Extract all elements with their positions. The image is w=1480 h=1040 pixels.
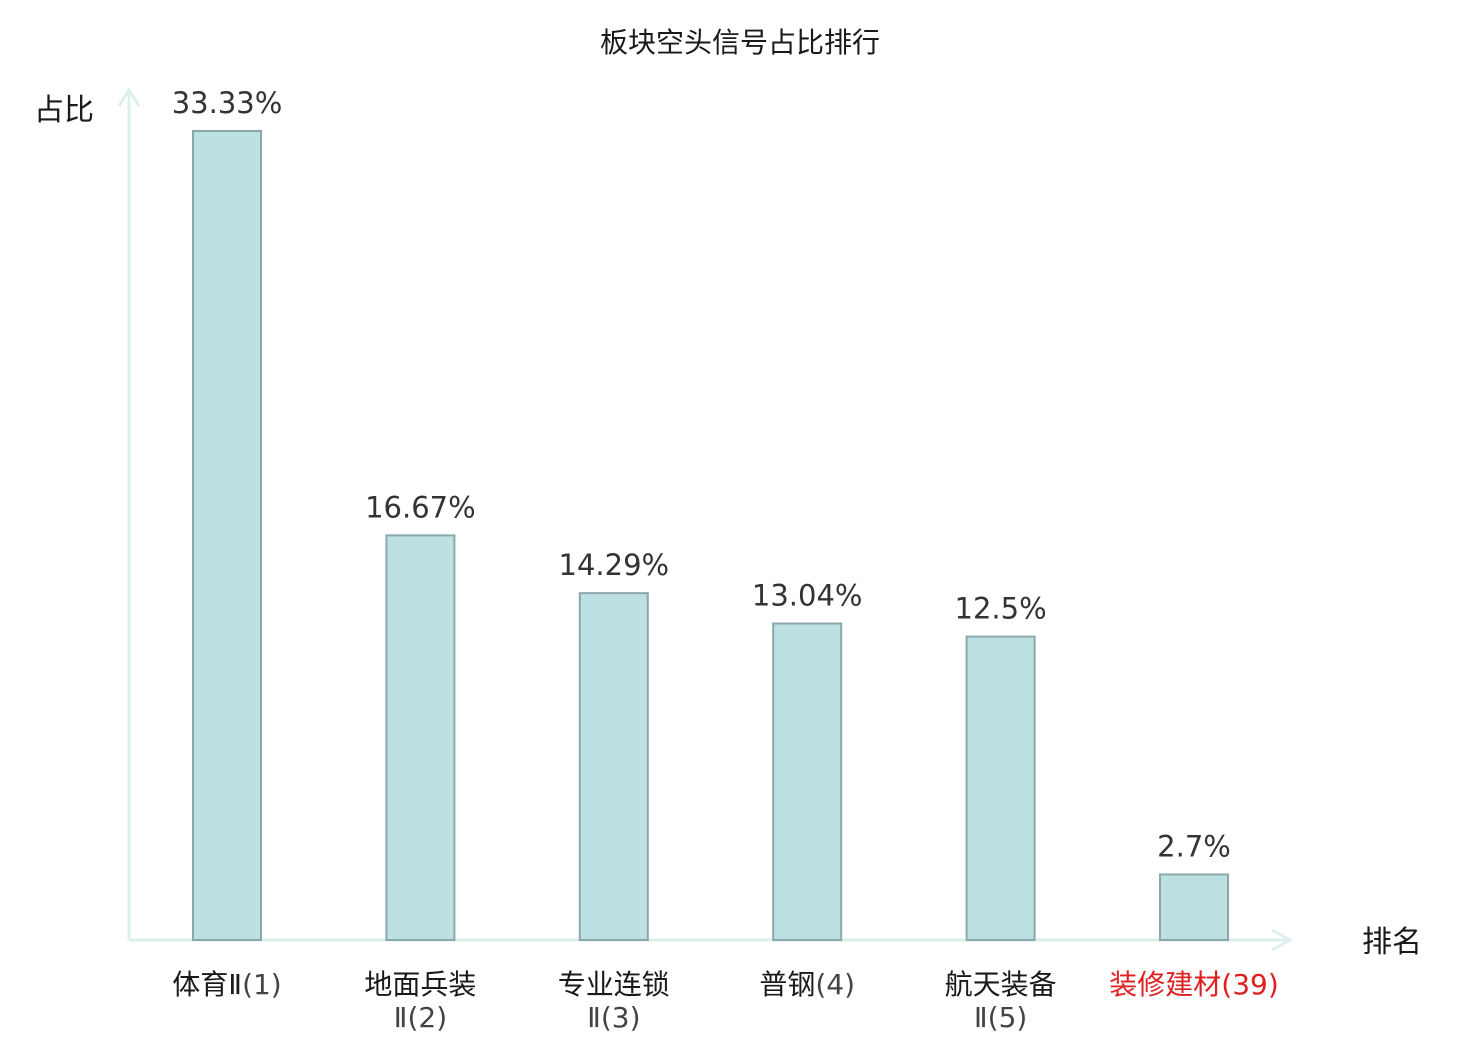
- category-label: 航天装备 Ⅱ(5): [945, 968, 1057, 1034]
- bar-value-label: 12.5%: [955, 592, 1047, 626]
- category-name: 地面兵装: [364, 968, 476, 1001]
- bar-value-label: 16.67%: [365, 490, 476, 524]
- chart-title: 板块空头信号占比排行: [600, 26, 880, 59]
- category-rank: Ⅱ(2): [394, 1001, 447, 1034]
- bar-value-label: 14.29%: [559, 548, 670, 582]
- bar: [578, 592, 649, 942]
- category-label: 体育Ⅱ(1): [172, 968, 281, 1001]
- bars-group: [192, 130, 1229, 942]
- category-rank: (4): [815, 968, 855, 1001]
- category-label: 地面兵装 Ⅱ(2): [364, 968, 476, 1034]
- bar: [1159, 873, 1229, 941]
- bar: [385, 534, 456, 942]
- bar-value-label: 33.33%: [172, 86, 283, 120]
- bar: [772, 622, 843, 941]
- x-axis-label: 排名: [1362, 925, 1422, 960]
- category-rank: Ⅱ(5): [974, 1001, 1027, 1034]
- category-rank: (39): [1221, 968, 1278, 1001]
- category-label: 专业连锁 Ⅱ(3): [558, 968, 670, 1034]
- category-name: 普钢: [759, 968, 815, 1001]
- value-labels-group: 33.33% 16.67% 14.29% 13.04% 12.5% 2.7%: [172, 86, 1231, 863]
- x-axis-arrow-icon: [1271, 928, 1294, 952]
- category-name: 装修建材: [1109, 968, 1221, 1001]
- category-labels-group: 体育Ⅱ(1) 地面兵装 Ⅱ(2)专业连锁 Ⅱ(3)普钢(4) 航天装备 Ⅱ(5)装修建材(…: [172, 968, 1278, 1034]
- category-rank: Ⅱ(3): [587, 1001, 640, 1034]
- category-name: 体育Ⅱ: [172, 968, 242, 1001]
- category-label: 装修建材(39): [1109, 968, 1279, 1001]
- category-label: 普钢(4): [759, 968, 855, 1001]
- bar: [965, 635, 1036, 941]
- category-name: 航天装备: [945, 968, 1057, 1001]
- category-rank: (1): [242, 968, 282, 1001]
- y-axis-arrow-icon: [117, 87, 141, 107]
- bar: [192, 130, 262, 941]
- y-axis-label: 占比: [34, 93, 94, 128]
- bar-value-label: 13.04%: [752, 578, 863, 612]
- category-name: 专业连锁: [558, 968, 670, 1001]
- axes: [117, 87, 1294, 952]
- bar-value-label: 2.7%: [1157, 829, 1231, 863]
